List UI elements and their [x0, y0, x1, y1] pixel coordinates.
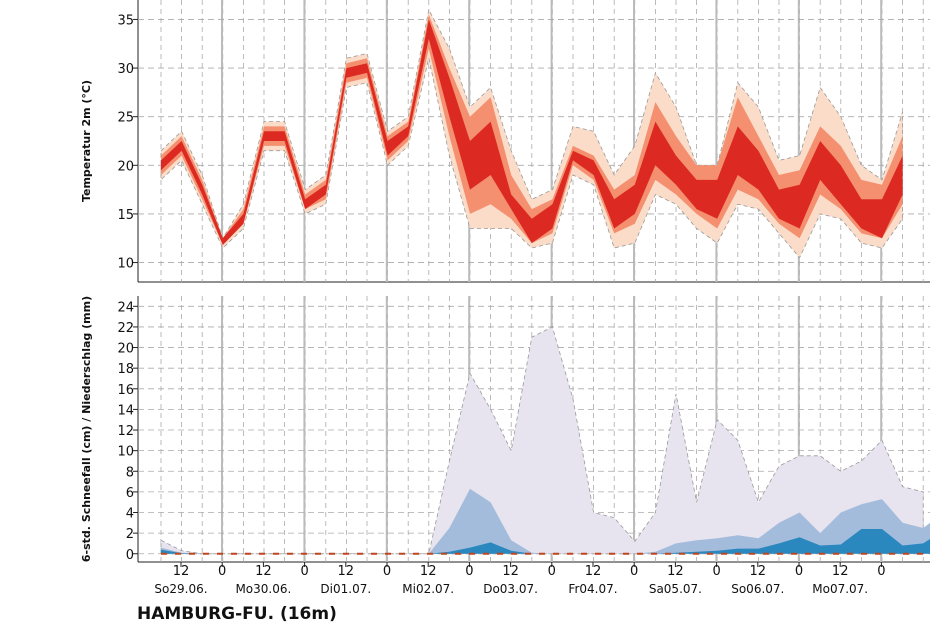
precipitation-axis-title: 6-std. Schneefall (cm) / Niederschlag (m… — [80, 296, 93, 562]
time-axis: 12 0 12 0 12 0 12 0 12 0 12 0 12 0 12 0 12 0 So29.06. Mo30.… — [154, 562, 886, 596]
y-tick-label: 6 — [126, 486, 134, 501]
y-tick-label: 18 — [117, 362, 134, 377]
station-name: HAMBURG-FU. (16m) — [137, 604, 337, 624]
y-tick-label: 16 — [117, 383, 134, 398]
day-label: So29.06. — [154, 582, 207, 596]
day-label: Fr04.07. — [568, 582, 617, 596]
hour-tick-label: 0 — [548, 564, 556, 579]
hour-tick-label: 12 — [585, 564, 602, 579]
precipitation-inner-band — [161, 529, 930, 554]
y-tick-label: 0 — [126, 548, 134, 563]
hour-tick-label: 0 — [795, 564, 803, 579]
y-tick-label: 10 — [117, 445, 134, 460]
hour-tick-label: 0 — [300, 564, 308, 579]
hour-tick-label: 12 — [832, 564, 849, 579]
day-label: Di01.07. — [320, 582, 371, 596]
hour-tick-label: 0 — [383, 564, 391, 579]
y-tick-label: 20 — [117, 159, 134, 174]
day-label: Sa05.07. — [649, 582, 702, 596]
day-label: Mo30.06. — [235, 582, 291, 596]
hour-tick-label: 0 — [465, 564, 473, 579]
day-label: Do03.07. — [483, 582, 538, 596]
y-tick-label: 8 — [126, 465, 134, 480]
temperature-inner-band — [161, 19, 903, 246]
hour-tick-label: 12 — [750, 564, 767, 579]
y-tick-label: 22 — [117, 321, 134, 336]
temperature-panel: 10 15 20 25 30 35 Temperatur 2m (°C) — [80, 0, 930, 283]
precipitation-outer-band — [160, 326, 924, 555]
y-tick-label: 10 — [117, 257, 134, 272]
hour-tick-label: 0 — [218, 564, 226, 579]
y-tick-label: 15 — [117, 208, 134, 223]
hour-tick-label: 12 — [338, 564, 355, 579]
hour-tick-label: 0 — [630, 564, 638, 579]
y-tick-label: 35 — [117, 13, 134, 28]
hour-tick-label: 0 — [877, 564, 885, 579]
y-tick-label: 12 — [117, 424, 134, 439]
day-label: Mo07.07. — [812, 582, 868, 596]
y-tick-label: 4 — [126, 507, 134, 522]
y-tick-label: 30 — [117, 62, 134, 77]
day-label: Mi02.07. — [402, 582, 454, 596]
hour-tick-label: 0 — [712, 564, 720, 579]
y-tick-label: 14 — [117, 403, 134, 418]
hour-tick-label: 12 — [173, 564, 190, 579]
temperature-bands — [160, 8, 903, 259]
hour-tick-label: 12 — [502, 564, 519, 579]
day-label: So06.07. — [731, 582, 784, 596]
y-tick-label: 25 — [117, 111, 134, 126]
temperature-axis-title: Temperatur 2m (°C) — [80, 80, 93, 202]
precipitation-bands — [160, 326, 930, 555]
hour-tick-label: 12 — [420, 564, 437, 579]
hour-tick-label: 12 — [255, 564, 272, 579]
y-tick-label: 2 — [126, 527, 134, 542]
precipitation-middle-band — [161, 488, 930, 554]
y-tick-label: 24 — [117, 300, 134, 315]
y-tick-label: 20 — [117, 342, 134, 357]
hour-tick-label: 12 — [667, 564, 684, 579]
